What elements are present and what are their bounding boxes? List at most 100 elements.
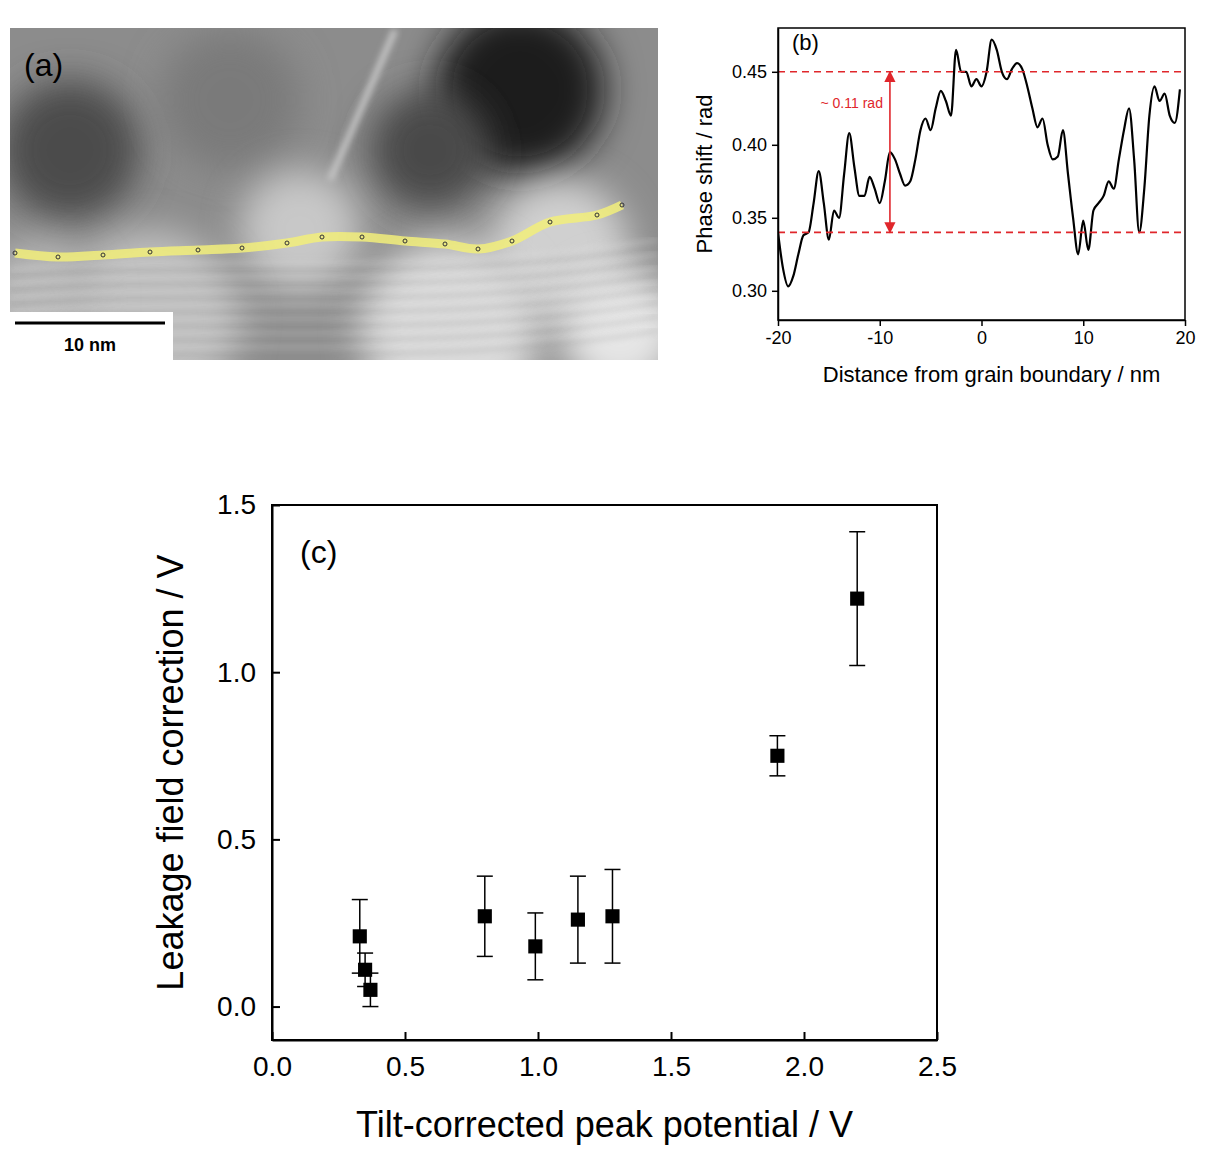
data-point <box>478 909 492 923</box>
error-bar <box>769 736 785 776</box>
tick-label: 0.40 <box>732 135 767 155</box>
tick-label: 1.0 <box>519 1051 558 1082</box>
tick: 0.5 <box>386 1032 425 1082</box>
tick-label: 1.5 <box>652 1051 691 1082</box>
x-axis-title: Distance from grain boundary / nm <box>823 362 1161 387</box>
tick-mark <box>772 72 778 74</box>
x-axis: -20-1001020 <box>765 320 1195 348</box>
boundary-point <box>403 239 407 243</box>
tick-label: 10 <box>1074 328 1094 348</box>
x-axis-title: Tilt-corrected peak potential / V <box>356 1104 853 1145</box>
tick-mark <box>1185 320 1187 326</box>
panel-label: (c) <box>300 534 337 570</box>
tick: 0.45 <box>732 62 778 82</box>
tick-mark <box>538 1032 540 1040</box>
data-point <box>363 983 377 997</box>
tick-label: 2.5 <box>918 1051 957 1082</box>
tick-mark <box>772 218 778 220</box>
lattice-fringe <box>10 275 658 305</box>
tick: 0.35 <box>732 208 778 228</box>
tick: 0.0 <box>217 991 280 1022</box>
lattice-fringe <box>10 261 658 291</box>
grain-boundary-line <box>15 205 622 257</box>
tick-mark <box>937 1032 939 1040</box>
error-bar <box>604 869 620 963</box>
tick: 1.5 <box>652 1032 691 1082</box>
tick-label: 0.5 <box>386 1051 425 1082</box>
tick-mark <box>272 1006 280 1008</box>
reference-line <box>778 71 1185 73</box>
line-panel: ~ 0.11 rad-20-10010200.300.350.400.45Dis… <box>692 28 1196 387</box>
tick-mark <box>272 672 280 674</box>
boundary-point <box>360 235 364 239</box>
boundary-point <box>443 242 447 246</box>
panel-label: (b) <box>792 30 819 55</box>
scale-bar-box <box>10 312 173 360</box>
error-bar-cap <box>527 979 543 981</box>
y-axis: 0.30 0.35 0.40 0.45 <box>732 29 779 321</box>
tick-mark <box>880 320 882 326</box>
scale-bar-label: 10 nm <box>64 335 116 355</box>
axis-line <box>273 1040 938 1042</box>
image-shade <box>160 30 300 170</box>
tick: 1.5 <box>217 489 280 520</box>
tick: 0 <box>977 320 987 348</box>
range-arrow <box>889 72 891 233</box>
data-point <box>353 929 367 943</box>
tick-mark <box>272 839 280 841</box>
tick-mark <box>772 291 778 293</box>
lattice-fringe <box>10 296 658 326</box>
error-bar-cap <box>769 735 785 737</box>
tick: 2.5 <box>918 1032 957 1082</box>
plot-area <box>778 40 1185 287</box>
reference-line <box>778 232 1185 234</box>
boundary-point <box>101 253 105 257</box>
data-point <box>850 592 864 606</box>
lattice-fringe <box>10 282 658 312</box>
error-bar-cap <box>769 775 785 777</box>
error-bar <box>477 876 493 956</box>
plot-frame <box>778 28 1185 320</box>
tick-mark <box>778 320 780 326</box>
error-bar-cap <box>570 875 586 877</box>
image-shade <box>10 80 140 220</box>
boundary-point <box>196 248 200 252</box>
lattice-fringe <box>10 268 658 298</box>
tick: 2.0 <box>785 1032 824 1082</box>
data-point <box>605 909 619 923</box>
boundary-point <box>510 239 514 243</box>
boundary-point <box>56 255 60 259</box>
tick: 20 <box>1175 320 1195 348</box>
tick-label: 0.45 <box>732 62 767 82</box>
data-point <box>770 749 784 763</box>
y-axis-title: Leakage field correction / V <box>150 554 191 990</box>
tick-mark <box>405 1032 407 1040</box>
error-bar <box>570 876 586 963</box>
tick-label: 2.0 <box>785 1051 824 1082</box>
plot-frame <box>272 505 937 1040</box>
data-point <box>528 939 542 953</box>
image-shade <box>240 170 360 290</box>
boundary-point <box>620 203 624 207</box>
boundary-point <box>285 241 289 245</box>
tick-mark <box>772 145 778 147</box>
tick-label: 0.35 <box>732 208 767 228</box>
image <box>10 28 658 360</box>
error-bar <box>362 973 378 1006</box>
boundary-point <box>595 213 599 217</box>
error-bar-cap <box>849 531 865 533</box>
tick-label: 0.5 <box>217 824 256 855</box>
micrograph-panel: 10 nm(a) <box>0 5 680 420</box>
annotation-background <box>819 94 885 112</box>
error-bar-cap <box>849 665 865 667</box>
tick: 0.30 <box>732 281 778 301</box>
tick-mark <box>272 505 280 507</box>
boundary-point <box>548 220 552 224</box>
tick: -20 <box>765 320 791 348</box>
boundary-point <box>476 247 480 251</box>
error-bar-cap <box>527 912 543 914</box>
error-bar-cap <box>604 869 620 871</box>
tick-mark <box>1083 320 1085 326</box>
tick-label: 1.5 <box>217 489 256 520</box>
tick: 1.0 <box>217 657 280 688</box>
